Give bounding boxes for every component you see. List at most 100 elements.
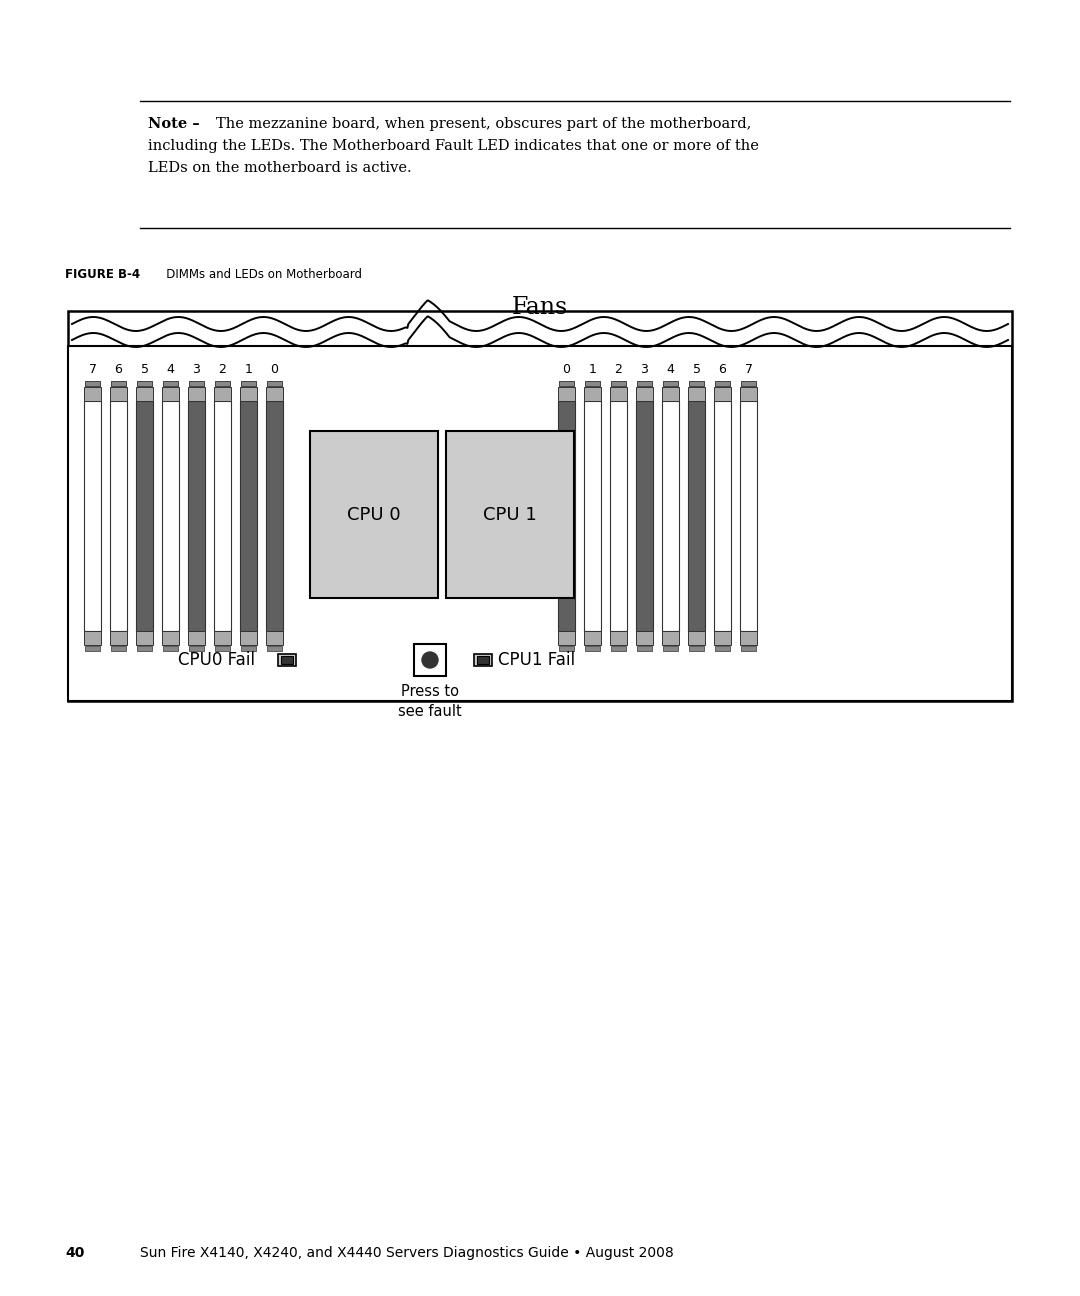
Bar: [162, 388, 179, 400]
Text: CPU0 Fail: CPU0 Fail: [178, 651, 255, 669]
Text: 6: 6: [718, 363, 727, 376]
Bar: [584, 400, 600, 631]
Bar: [110, 631, 127, 645]
Text: 7: 7: [89, 363, 96, 376]
Bar: [689, 645, 704, 651]
Bar: [637, 645, 652, 651]
Bar: [610, 631, 627, 645]
Text: Note –: Note –: [148, 117, 200, 131]
Bar: [637, 381, 652, 386]
Bar: [663, 381, 678, 386]
Bar: [85, 381, 100, 386]
Bar: [215, 381, 230, 386]
Bar: [267, 645, 282, 651]
Text: DIMMs and LEDs on Motherboard: DIMMs and LEDs on Motherboard: [156, 268, 362, 281]
Bar: [137, 381, 152, 386]
Bar: [240, 388, 257, 400]
Text: CPU 0: CPU 0: [347, 505, 401, 524]
Bar: [266, 400, 283, 631]
Bar: [740, 400, 757, 631]
Bar: [137, 381, 152, 386]
Bar: [266, 631, 283, 645]
Bar: [558, 631, 575, 645]
Bar: [241, 381, 256, 386]
Bar: [111, 381, 126, 386]
Bar: [585, 645, 600, 651]
Text: 3: 3: [640, 363, 648, 376]
Bar: [85, 645, 100, 651]
Bar: [162, 631, 179, 645]
Bar: [188, 400, 205, 631]
Bar: [137, 645, 152, 651]
Bar: [84, 400, 102, 631]
Bar: [584, 388, 600, 400]
Text: 1: 1: [244, 363, 253, 376]
Bar: [662, 400, 679, 631]
Bar: [714, 388, 731, 400]
Bar: [663, 381, 678, 386]
Bar: [689, 381, 704, 386]
Text: The mezzanine board, when present, obscures part of the motherboard,: The mezzanine board, when present, obscu…: [216, 117, 752, 131]
Bar: [688, 631, 705, 645]
Text: LEDs on the motherboard is active.: LEDs on the motherboard is active.: [148, 161, 411, 175]
Circle shape: [422, 652, 438, 667]
Text: 5: 5: [692, 363, 701, 376]
Bar: [214, 388, 231, 400]
Bar: [281, 656, 293, 664]
Bar: [163, 381, 178, 386]
Bar: [741, 381, 756, 386]
Bar: [68, 346, 1012, 701]
Text: 2: 2: [615, 363, 622, 376]
Bar: [241, 381, 256, 386]
Bar: [414, 644, 446, 677]
Bar: [136, 388, 153, 400]
Bar: [689, 381, 704, 386]
Bar: [662, 631, 679, 645]
Bar: [189, 645, 204, 651]
Bar: [85, 381, 100, 386]
Bar: [215, 645, 230, 651]
Text: FIGURE B-4: FIGURE B-4: [65, 268, 140, 281]
Bar: [585, 381, 600, 386]
Bar: [636, 388, 653, 400]
Bar: [715, 381, 730, 386]
Bar: [740, 388, 757, 400]
Bar: [214, 631, 231, 645]
Bar: [715, 645, 730, 651]
Text: CPU1 Fail: CPU1 Fail: [498, 651, 576, 669]
Bar: [610, 400, 627, 631]
Text: 4: 4: [166, 363, 175, 376]
Text: 3: 3: [192, 363, 201, 376]
Bar: [611, 381, 626, 386]
Text: Press to
see fault: Press to see fault: [399, 684, 462, 719]
Text: 0: 0: [270, 363, 279, 376]
Bar: [110, 388, 127, 400]
Bar: [188, 388, 205, 400]
Text: 5: 5: [140, 363, 149, 376]
Bar: [240, 400, 257, 631]
Text: 1: 1: [589, 363, 596, 376]
Text: Sun Fire X4140, X4240, and X4440 Servers Diagnostics Guide • August 2008: Sun Fire X4140, X4240, and X4440 Servers…: [140, 1245, 674, 1260]
Bar: [163, 645, 178, 651]
Bar: [688, 400, 705, 631]
Bar: [741, 645, 756, 651]
Text: Fans: Fans: [512, 295, 568, 319]
Bar: [84, 631, 102, 645]
Bar: [278, 654, 296, 666]
Bar: [163, 381, 178, 386]
Bar: [189, 381, 204, 386]
Bar: [559, 381, 573, 386]
Bar: [266, 388, 283, 400]
Text: 4: 4: [666, 363, 674, 376]
Bar: [110, 400, 127, 631]
Text: 40: 40: [65, 1245, 84, 1260]
Bar: [636, 631, 653, 645]
Bar: [310, 432, 438, 597]
Bar: [715, 381, 730, 386]
Bar: [162, 400, 179, 631]
Bar: [714, 631, 731, 645]
Bar: [558, 388, 575, 400]
Bar: [136, 400, 153, 631]
Text: 7: 7: [744, 363, 753, 376]
Bar: [267, 381, 282, 386]
